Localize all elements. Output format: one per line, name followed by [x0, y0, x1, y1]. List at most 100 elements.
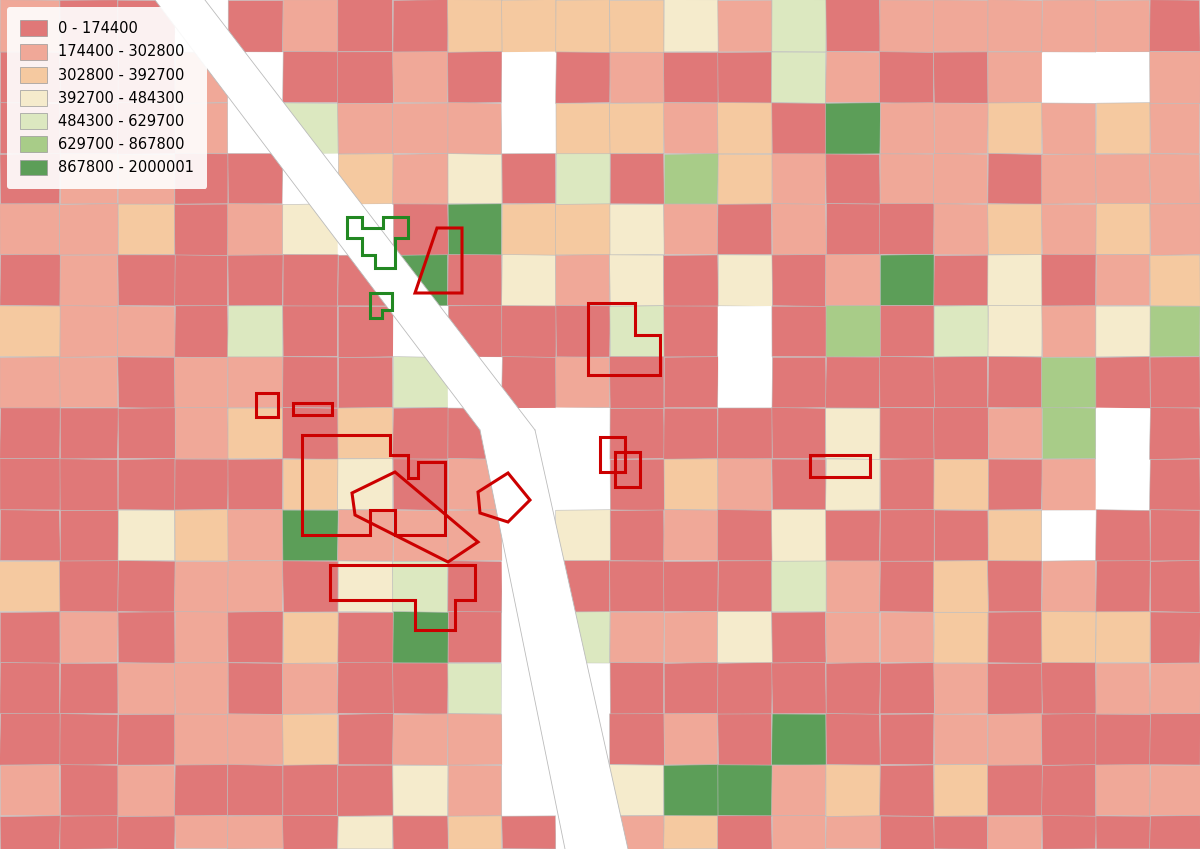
Polygon shape: [60, 408, 119, 459]
Polygon shape: [175, 52, 228, 104]
Polygon shape: [175, 103, 228, 154]
Polygon shape: [1150, 104, 1200, 154]
Polygon shape: [60, 458, 118, 510]
Polygon shape: [392, 816, 449, 849]
Polygon shape: [1042, 357, 1097, 408]
Polygon shape: [1096, 765, 1150, 816]
Polygon shape: [556, 816, 610, 849]
Polygon shape: [934, 816, 988, 849]
Polygon shape: [772, 408, 826, 458]
Polygon shape: [826, 52, 880, 103]
Polygon shape: [1150, 765, 1200, 816]
Polygon shape: [60, 204, 118, 255]
Polygon shape: [228, 357, 283, 408]
Polygon shape: [283, 765, 338, 816]
Polygon shape: [826, 408, 881, 459]
Polygon shape: [0, 816, 60, 849]
Polygon shape: [556, 0, 610, 53]
Polygon shape: [556, 408, 610, 459]
Polygon shape: [502, 52, 556, 103]
Polygon shape: [175, 816, 228, 849]
Polygon shape: [1042, 306, 1096, 357]
Polygon shape: [881, 458, 935, 510]
Polygon shape: [392, 663, 449, 714]
Polygon shape: [175, 714, 228, 765]
Polygon shape: [826, 0, 881, 52]
Polygon shape: [718, 509, 773, 561]
Polygon shape: [338, 306, 394, 357]
Polygon shape: [118, 560, 175, 612]
Polygon shape: [0, 255, 60, 306]
Polygon shape: [934, 0, 988, 52]
Polygon shape: [282, 510, 338, 561]
Polygon shape: [556, 52, 611, 104]
Polygon shape: [664, 509, 719, 560]
Polygon shape: [228, 509, 283, 560]
Polygon shape: [556, 458, 611, 510]
Polygon shape: [772, 612, 826, 663]
Polygon shape: [392, 611, 449, 663]
Polygon shape: [502, 560, 556, 612]
Polygon shape: [718, 561, 772, 612]
Polygon shape: [610, 714, 665, 765]
Polygon shape: [118, 816, 175, 849]
Polygon shape: [0, 612, 60, 663]
Polygon shape: [718, 52, 772, 104]
Polygon shape: [1096, 408, 1150, 459]
Polygon shape: [60, 560, 119, 612]
Polygon shape: [228, 52, 283, 103]
Polygon shape: [1096, 663, 1151, 714]
Polygon shape: [664, 662, 718, 714]
Polygon shape: [392, 766, 448, 817]
Polygon shape: [502, 0, 557, 53]
Polygon shape: [772, 154, 826, 205]
Polygon shape: [1096, 52, 1151, 104]
Polygon shape: [610, 765, 664, 816]
Polygon shape: [988, 612, 1042, 663]
Polygon shape: [610, 357, 664, 408]
Polygon shape: [283, 306, 337, 357]
Polygon shape: [934, 663, 988, 714]
Polygon shape: [448, 357, 503, 408]
Polygon shape: [880, 509, 935, 561]
Polygon shape: [480, 430, 628, 849]
Polygon shape: [60, 663, 118, 714]
Polygon shape: [228, 408, 283, 458]
Polygon shape: [772, 306, 827, 357]
Polygon shape: [664, 765, 719, 817]
Polygon shape: [448, 0, 503, 53]
Polygon shape: [610, 561, 664, 611]
Polygon shape: [934, 204, 989, 255]
Polygon shape: [448, 52, 503, 104]
Polygon shape: [392, 52, 448, 103]
Polygon shape: [1042, 510, 1097, 561]
Polygon shape: [772, 103, 827, 155]
Polygon shape: [664, 816, 719, 849]
Polygon shape: [118, 357, 175, 408]
Polygon shape: [934, 52, 988, 104]
Polygon shape: [502, 458, 557, 509]
Polygon shape: [448, 103, 502, 155]
Polygon shape: [503, 764, 557, 817]
Polygon shape: [718, 662, 773, 715]
Polygon shape: [556, 357, 610, 408]
Polygon shape: [1042, 205, 1097, 256]
Polygon shape: [118, 714, 175, 765]
Polygon shape: [1150, 816, 1200, 849]
Polygon shape: [60, 52, 119, 104]
Polygon shape: [664, 53, 718, 103]
Polygon shape: [1096, 0, 1151, 53]
Polygon shape: [718, 408, 772, 459]
Polygon shape: [1096, 560, 1150, 612]
Polygon shape: [60, 714, 118, 766]
Polygon shape: [826, 714, 881, 765]
Polygon shape: [827, 204, 881, 256]
Polygon shape: [1150, 714, 1200, 765]
Polygon shape: [0, 408, 60, 458]
Polygon shape: [337, 765, 394, 816]
Polygon shape: [392, 103, 449, 154]
Polygon shape: [1096, 459, 1151, 510]
Polygon shape: [118, 663, 175, 714]
Polygon shape: [772, 52, 826, 104]
Polygon shape: [502, 104, 557, 155]
